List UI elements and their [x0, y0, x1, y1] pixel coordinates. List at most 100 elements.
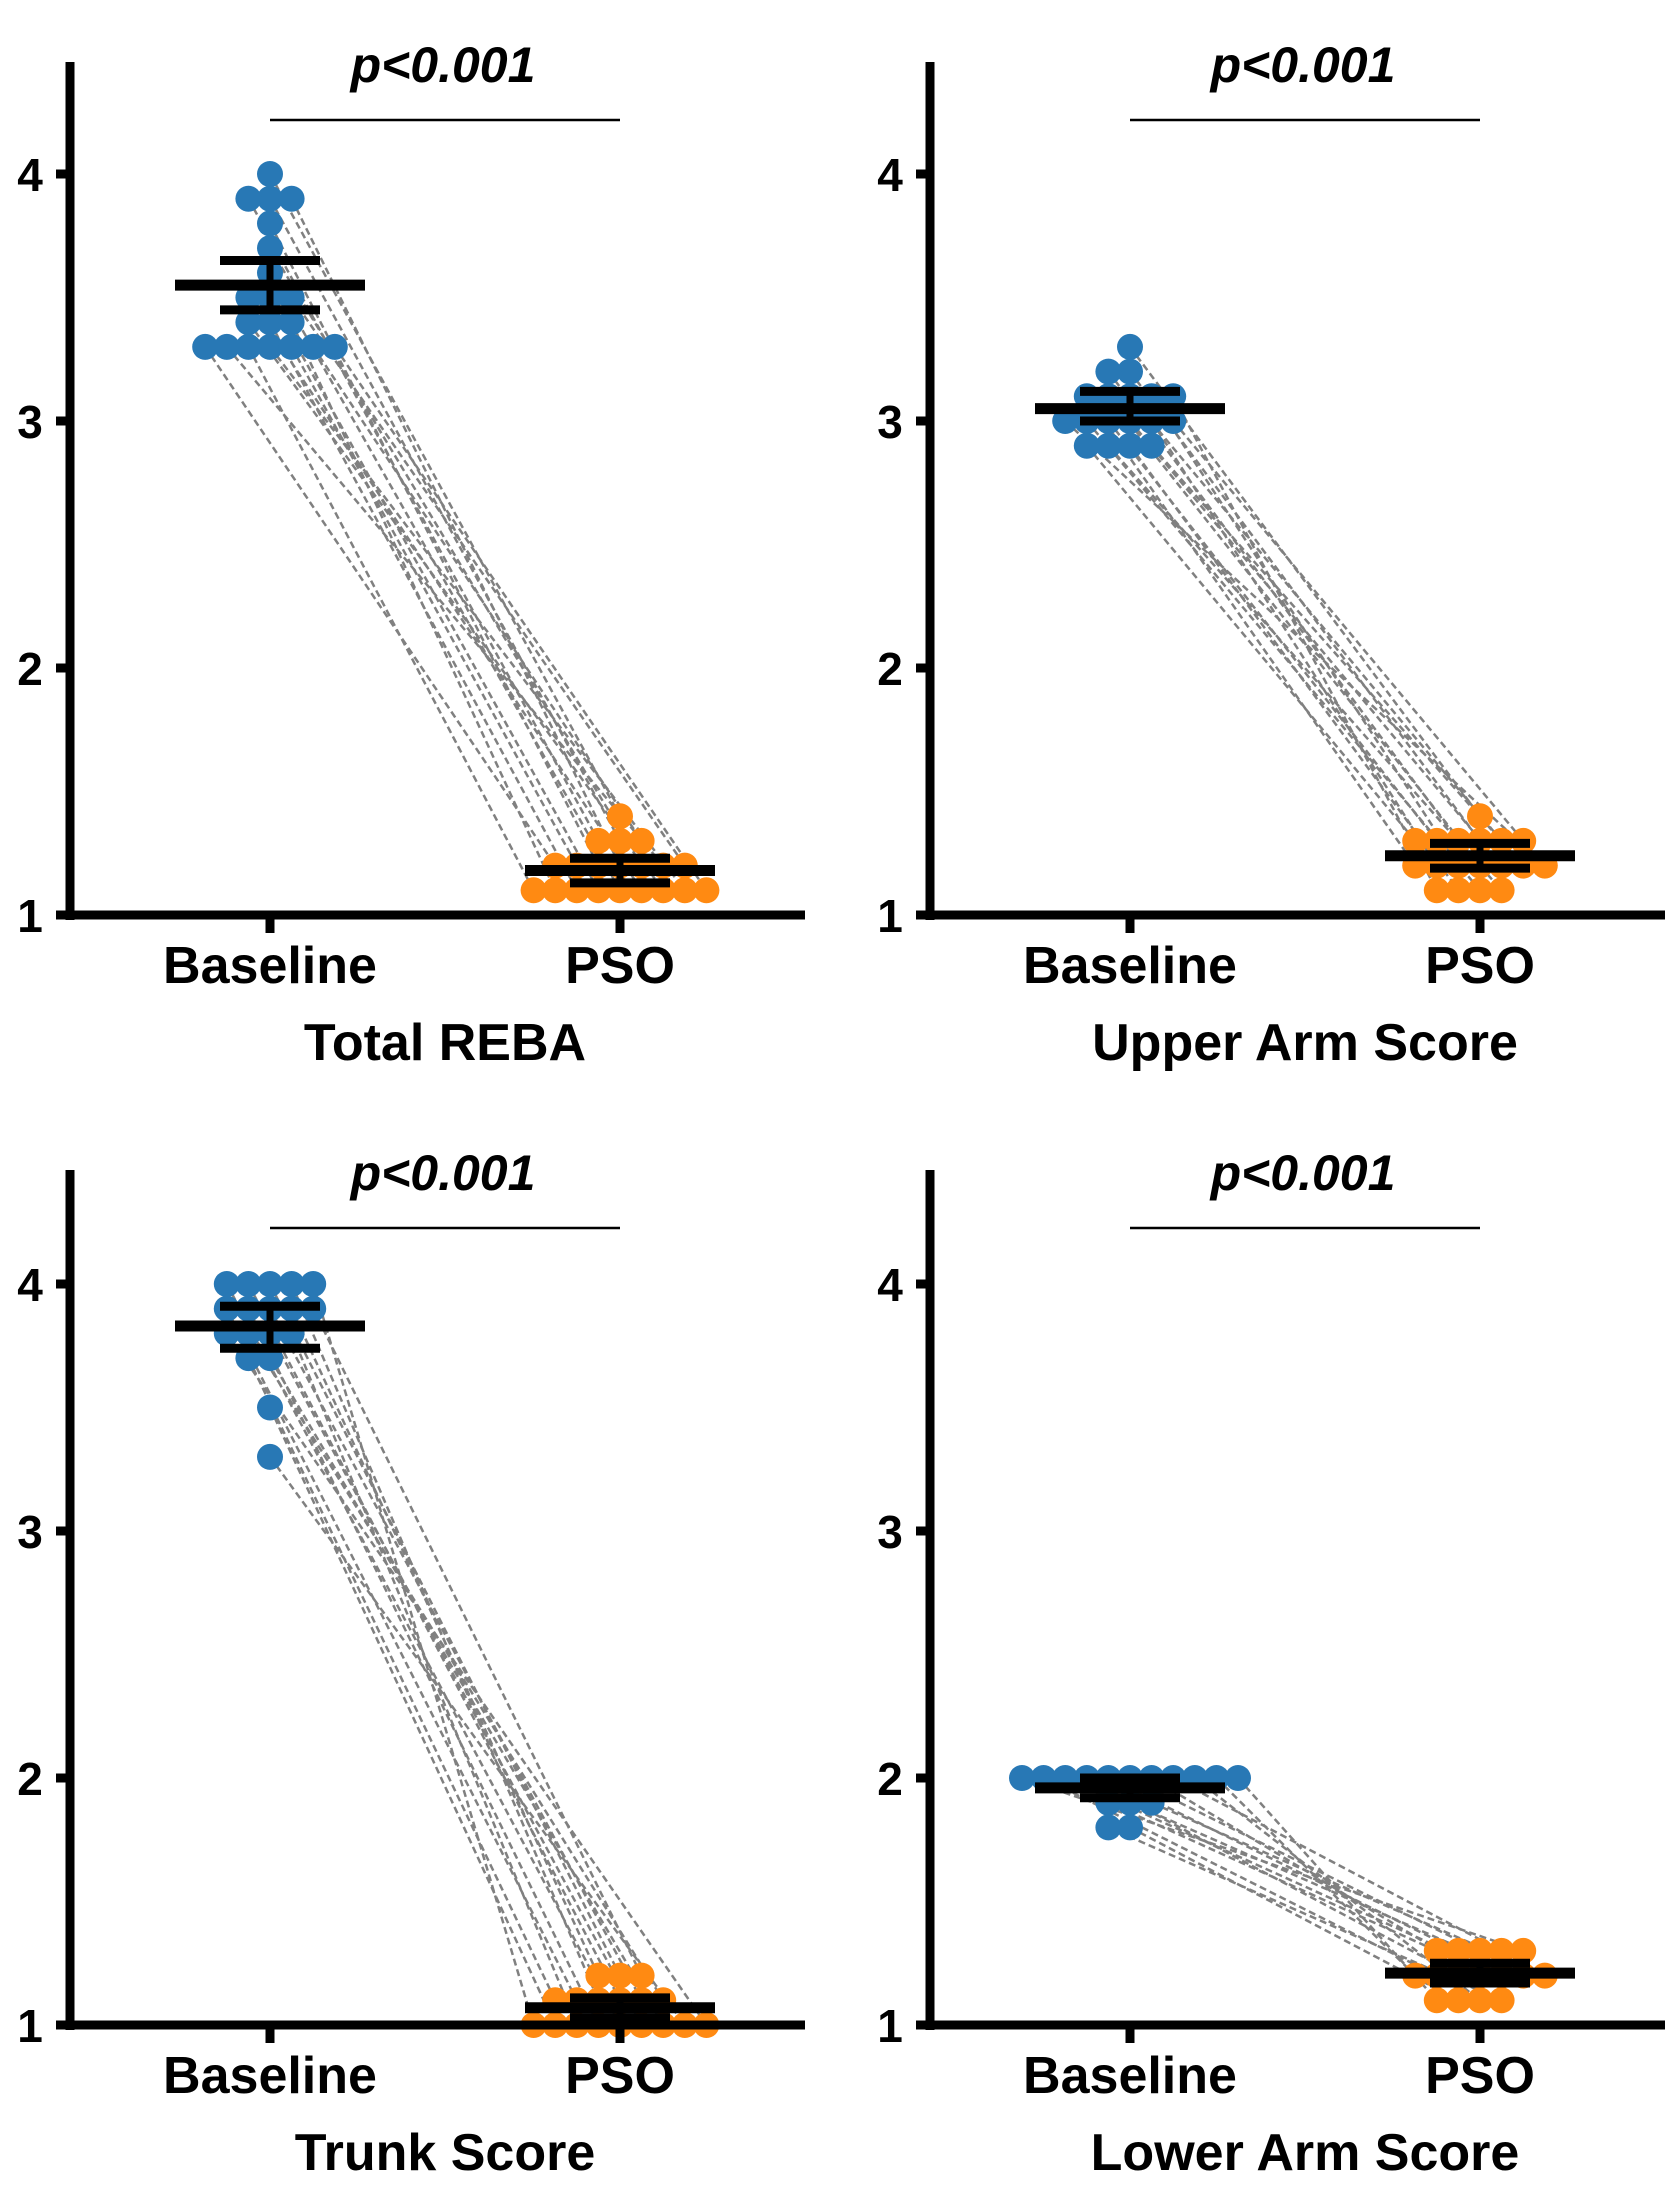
- x-category-label: Baseline: [163, 937, 377, 995]
- chart-panel-3: 1 2 3 4 Baseline PSO Trunk Score p<0.001: [17, 1145, 805, 2182]
- pso-point: [1467, 803, 1493, 830]
- pso-point: [1488, 877, 1515, 904]
- pso-point: [1488, 1937, 1515, 1964]
- pair-connector-line: [312, 1308, 643, 1977]
- baseline-point: [1052, 408, 1079, 434]
- baseline-point: [278, 1271, 305, 1297]
- pso-point: [585, 1962, 612, 1989]
- baseline-point: [257, 185, 283, 212]
- chart-panel-4: 1 2 3 4 Baseline PSO Lower Arm Score p<0.001: [877, 1145, 1665, 2182]
- baseline-point: [257, 161, 283, 187]
- pair-connector-line: [1129, 420, 1503, 867]
- baseline-point: [278, 284, 305, 311]
- pair-connector-line: [1172, 420, 1525, 842]
- pair-connector-line: [1085, 420, 1481, 892]
- pair-connector-line: [247, 1283, 622, 2001]
- pair-connector-line: [290, 1308, 600, 1977]
- y-tick-label: 1: [17, 2000, 43, 2052]
- pso-point: [1488, 1987, 1515, 2014]
- pso-point: [607, 1962, 633, 1989]
- baseline-point: [257, 309, 283, 336]
- pair-connector-line: [290, 296, 686, 867]
- pso-point: [693, 877, 720, 904]
- baseline-point: [1225, 1765, 1251, 1791]
- p-value-annotation: p<0.001: [1209, 1145, 1396, 1201]
- y-tick-label: 2: [877, 643, 903, 695]
- pair-connector-line: [1150, 444, 1525, 867]
- baseline-point: [1095, 358, 1122, 385]
- x-category-label: PSO: [1425, 2047, 1535, 2105]
- baseline-point: [257, 1271, 283, 1297]
- baseline-point: [235, 333, 262, 360]
- pair-connector-line: [225, 346, 665, 867]
- pair-connector-line: [268, 272, 622, 891]
- pso-point: [1445, 1937, 1472, 1964]
- pair-connector-line: [1150, 420, 1438, 867]
- chart-panel-1: 1 2 3 4 Baseline PSO Total REBA p<0.001: [17, 37, 805, 1072]
- x-axis-title: Trunk Score: [295, 2124, 596, 2182]
- p-value-annotation: p<0.001: [1209, 37, 1396, 93]
- baseline-point: [1095, 1814, 1122, 1841]
- baseline-point: [300, 333, 327, 360]
- y-tick-label: 1: [877, 890, 903, 942]
- baseline-point: [1095, 432, 1122, 459]
- pair-connector-line: [333, 346, 708, 892]
- pso-point: [607, 803, 633, 830]
- y-tick-label: 3: [17, 396, 43, 448]
- pso-point: [1423, 1937, 1450, 1964]
- pair-connector-line: [225, 1308, 578, 2001]
- baseline-point: [1009, 1765, 1035, 1791]
- pair-connector-line: [269, 346, 686, 892]
- pair-connector-line: [1107, 444, 1503, 892]
- pso-point: [542, 877, 569, 904]
- x-category-label: Baseline: [163, 2047, 377, 2105]
- baseline-point: [235, 1271, 262, 1297]
- baseline-point: [278, 309, 305, 336]
- pair-connector-line: [1129, 1776, 1481, 1953]
- x-category-label: PSO: [1425, 937, 1535, 995]
- baseline-point: [257, 210, 283, 237]
- pair-connector-line: [247, 321, 665, 892]
- baseline-point: [257, 333, 283, 360]
- x-category-label: PSO: [565, 2047, 675, 2105]
- pair-connector-line: [1150, 395, 1460, 867]
- pair-connector-line: [1107, 395, 1481, 867]
- x-category-label: PSO: [565, 937, 675, 995]
- pso-point: [1445, 877, 1472, 904]
- pair-connector-line: [268, 1308, 643, 2001]
- pair-connector-line: [1107, 1776, 1459, 1953]
- pair-connector-line: [290, 321, 557, 891]
- pso-point: [1445, 1987, 1472, 2014]
- y-tick-label: 2: [17, 1753, 43, 1805]
- baseline-point: [321, 333, 348, 360]
- baseline-point: [1117, 358, 1143, 385]
- pso-point: [1467, 877, 1493, 904]
- baseline-point: [278, 185, 305, 212]
- pso-point: [520, 877, 547, 904]
- pair-connector-line: [247, 296, 643, 891]
- pair-connector-line: [268, 1357, 665, 2026]
- pair-connector-line: [1129, 395, 1503, 842]
- pso-point: [1467, 1937, 1493, 1964]
- pso-point: [628, 1962, 655, 1989]
- pso-point: [585, 827, 612, 854]
- baseline-point: [235, 185, 262, 212]
- baseline-point: [278, 333, 305, 360]
- pair-connector-line: [1128, 370, 1482, 842]
- pair-connector-line: [290, 1332, 578, 2026]
- baseline-point: [192, 333, 219, 360]
- baseline-point: [300, 1271, 327, 1297]
- y-tick-label: 3: [17, 1506, 43, 1558]
- pair-connector-line: [268, 247, 643, 867]
- pair-connector-line: [1172, 395, 1438, 891]
- p-value-annotation: p<0.001: [349, 37, 536, 93]
- chart-panel-2: 1 2 3 4 Baseline PSO Upper Arm Score p<0.001: [877, 37, 1665, 1072]
- p-value-annotation: p<0.001: [349, 1145, 536, 1201]
- y-tick-label: 4: [17, 149, 43, 201]
- pair-connector-line: [247, 1357, 557, 2001]
- pair-connector-line: [268, 1283, 622, 1977]
- y-tick-label: 1: [877, 2000, 903, 2052]
- baseline-point: [257, 235, 283, 262]
- x-axis-title: Upper Arm Score: [1092, 1014, 1518, 1072]
